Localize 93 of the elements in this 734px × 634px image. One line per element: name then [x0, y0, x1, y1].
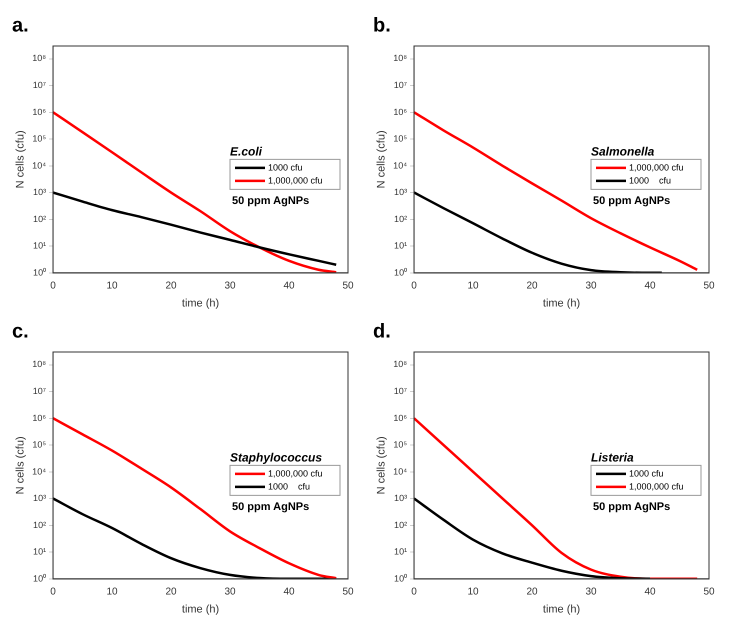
y-axis-title: N cells (cfu)	[14, 436, 27, 494]
x-tick-label: 20	[165, 586, 178, 598]
legend-label: 1000 cfu	[268, 481, 310, 492]
x-tick-label: 30	[224, 280, 236, 292]
y-tick-label: 10⁰	[394, 267, 408, 278]
x-tick-label: 50	[342, 280, 354, 292]
chart-title: b.	[373, 14, 391, 37]
y-tick-label: 10³	[33, 187, 46, 198]
x-axis-title: time (h)	[182, 603, 220, 616]
y-tick-label: 10⁵	[393, 134, 408, 144]
y-tick-label: 10²	[394, 520, 408, 530]
y-tick-label: 10⁸	[32, 359, 46, 370]
x-tick-label: 40	[644, 586, 656, 598]
x-tick-label: 0	[411, 280, 418, 292]
x-tick-label: 50	[703, 280, 715, 292]
legend-label: 1,000,000 cfu	[268, 175, 323, 186]
legend-label: 1,000,000 cfu	[268, 468, 323, 478]
y-tick-label: 10⁵	[32, 134, 46, 144]
x-tick-label: 10	[468, 280, 480, 292]
chart-title: c.	[12, 320, 29, 343]
y-tick-label: 10⁶	[393, 412, 408, 423]
x-tick-label: 0	[411, 586, 418, 598]
legend-label: 1,000,000 cfu	[629, 481, 684, 492]
y-tick-label: 10⁸	[32, 53, 46, 64]
x-tick-label: 40	[644, 280, 656, 292]
y-tick-label: 10³	[394, 493, 408, 504]
y-tick-label: 10³	[33, 493, 46, 504]
annotation: 50 ppm AgNPs	[593, 194, 670, 207]
line-series	[414, 111, 698, 271]
y-tick-label: 10⁷	[394, 80, 408, 90]
legend-label: 1000 cfu	[629, 175, 672, 186]
y-tick-label: 10⁰	[33, 573, 46, 584]
y-tick-label: 10⁸	[393, 359, 408, 370]
x-tick-label: 10	[106, 280, 118, 292]
x-axis-title: time (h)	[542, 297, 580, 310]
x-tick-label: 50	[342, 586, 354, 598]
y-tick-label: 10¹	[394, 240, 408, 251]
legend-title: Staphylococcus	[230, 450, 322, 464]
legend-label: 1000 cfu	[629, 468, 664, 478]
y-tick-label: 10⁴	[32, 466, 46, 476]
y-axis-title: N cells (cfu)	[376, 130, 388, 188]
annotation: 50 ppm AgNPs	[232, 500, 310, 513]
x-tick-label: 10	[106, 586, 118, 598]
y-axis-title: N cells (cfu)	[376, 436, 388, 494]
line-series	[53, 111, 338, 273]
x-tick-label: 20	[526, 280, 538, 292]
line-series	[414, 417, 698, 579]
y-tick-label: 10⁶	[393, 106, 408, 117]
x-tick-label: 30	[224, 586, 236, 598]
line-series	[53, 191, 338, 266]
y-tick-label: 10³	[394, 187, 408, 198]
y-tick-label: 10⁵	[32, 440, 46, 450]
y-tick-label: 10⁰	[33, 267, 46, 278]
y-tick-label: 10²	[394, 214, 408, 224]
x-tick-label: 10	[468, 586, 480, 598]
chart-title: d.	[373, 320, 391, 343]
x-tick-label: 30	[585, 280, 598, 292]
legend-title: Listeria	[591, 450, 634, 464]
x-tick-label: 50	[703, 586, 715, 598]
y-tick-label: 10⁰	[394, 573, 408, 584]
y-tick-label: 10⁵	[393, 440, 408, 450]
y-tick-label: 10¹	[33, 546, 46, 557]
y-tick-label: 10⁷	[32, 386, 46, 396]
legend-label: 1000 cfu	[268, 162, 303, 172]
y-tick-label: 10⁷	[394, 386, 408, 396]
y-axis-title: N cells (cfu)	[14, 130, 27, 188]
y-tick-label: 10¹	[33, 240, 46, 251]
legend-title: Salmonella	[591, 144, 655, 158]
y-tick-label: 10⁶	[32, 412, 46, 423]
y-tick-label: 10¹	[394, 546, 408, 557]
y-tick-label: 10⁴	[393, 466, 408, 476]
y-tick-label: 10⁴	[32, 160, 46, 170]
y-tick-label: 10⁷	[32, 80, 46, 90]
y-tick-label: 10²	[33, 520, 46, 530]
chart-title: a.	[12, 14, 29, 37]
annotation: 50 ppm AgNPs	[232, 194, 310, 207]
line-series	[53, 417, 338, 579]
x-tick-label: 30	[585, 586, 598, 598]
y-tick-label: 10⁴	[393, 160, 408, 170]
x-tick-label: 20	[526, 586, 538, 598]
x-tick-label: 0	[50, 280, 56, 292]
x-tick-label: 20	[165, 280, 178, 292]
x-axis-title: time (h)	[542, 603, 580, 616]
y-tick-label: 10²	[33, 214, 46, 224]
x-tick-label: 40	[283, 280, 296, 292]
legend-title: E.coli	[230, 144, 263, 158]
x-axis-title: time (h)	[182, 297, 220, 310]
legend-label: 1,000,000 cfu	[629, 162, 684, 172]
x-tick-label: 0	[50, 586, 56, 598]
y-tick-label: 10⁶	[32, 106, 46, 117]
y-tick-label: 10⁸	[393, 53, 408, 64]
x-tick-label: 40	[283, 586, 296, 598]
annotation: 50 ppm AgNPs	[593, 500, 670, 513]
